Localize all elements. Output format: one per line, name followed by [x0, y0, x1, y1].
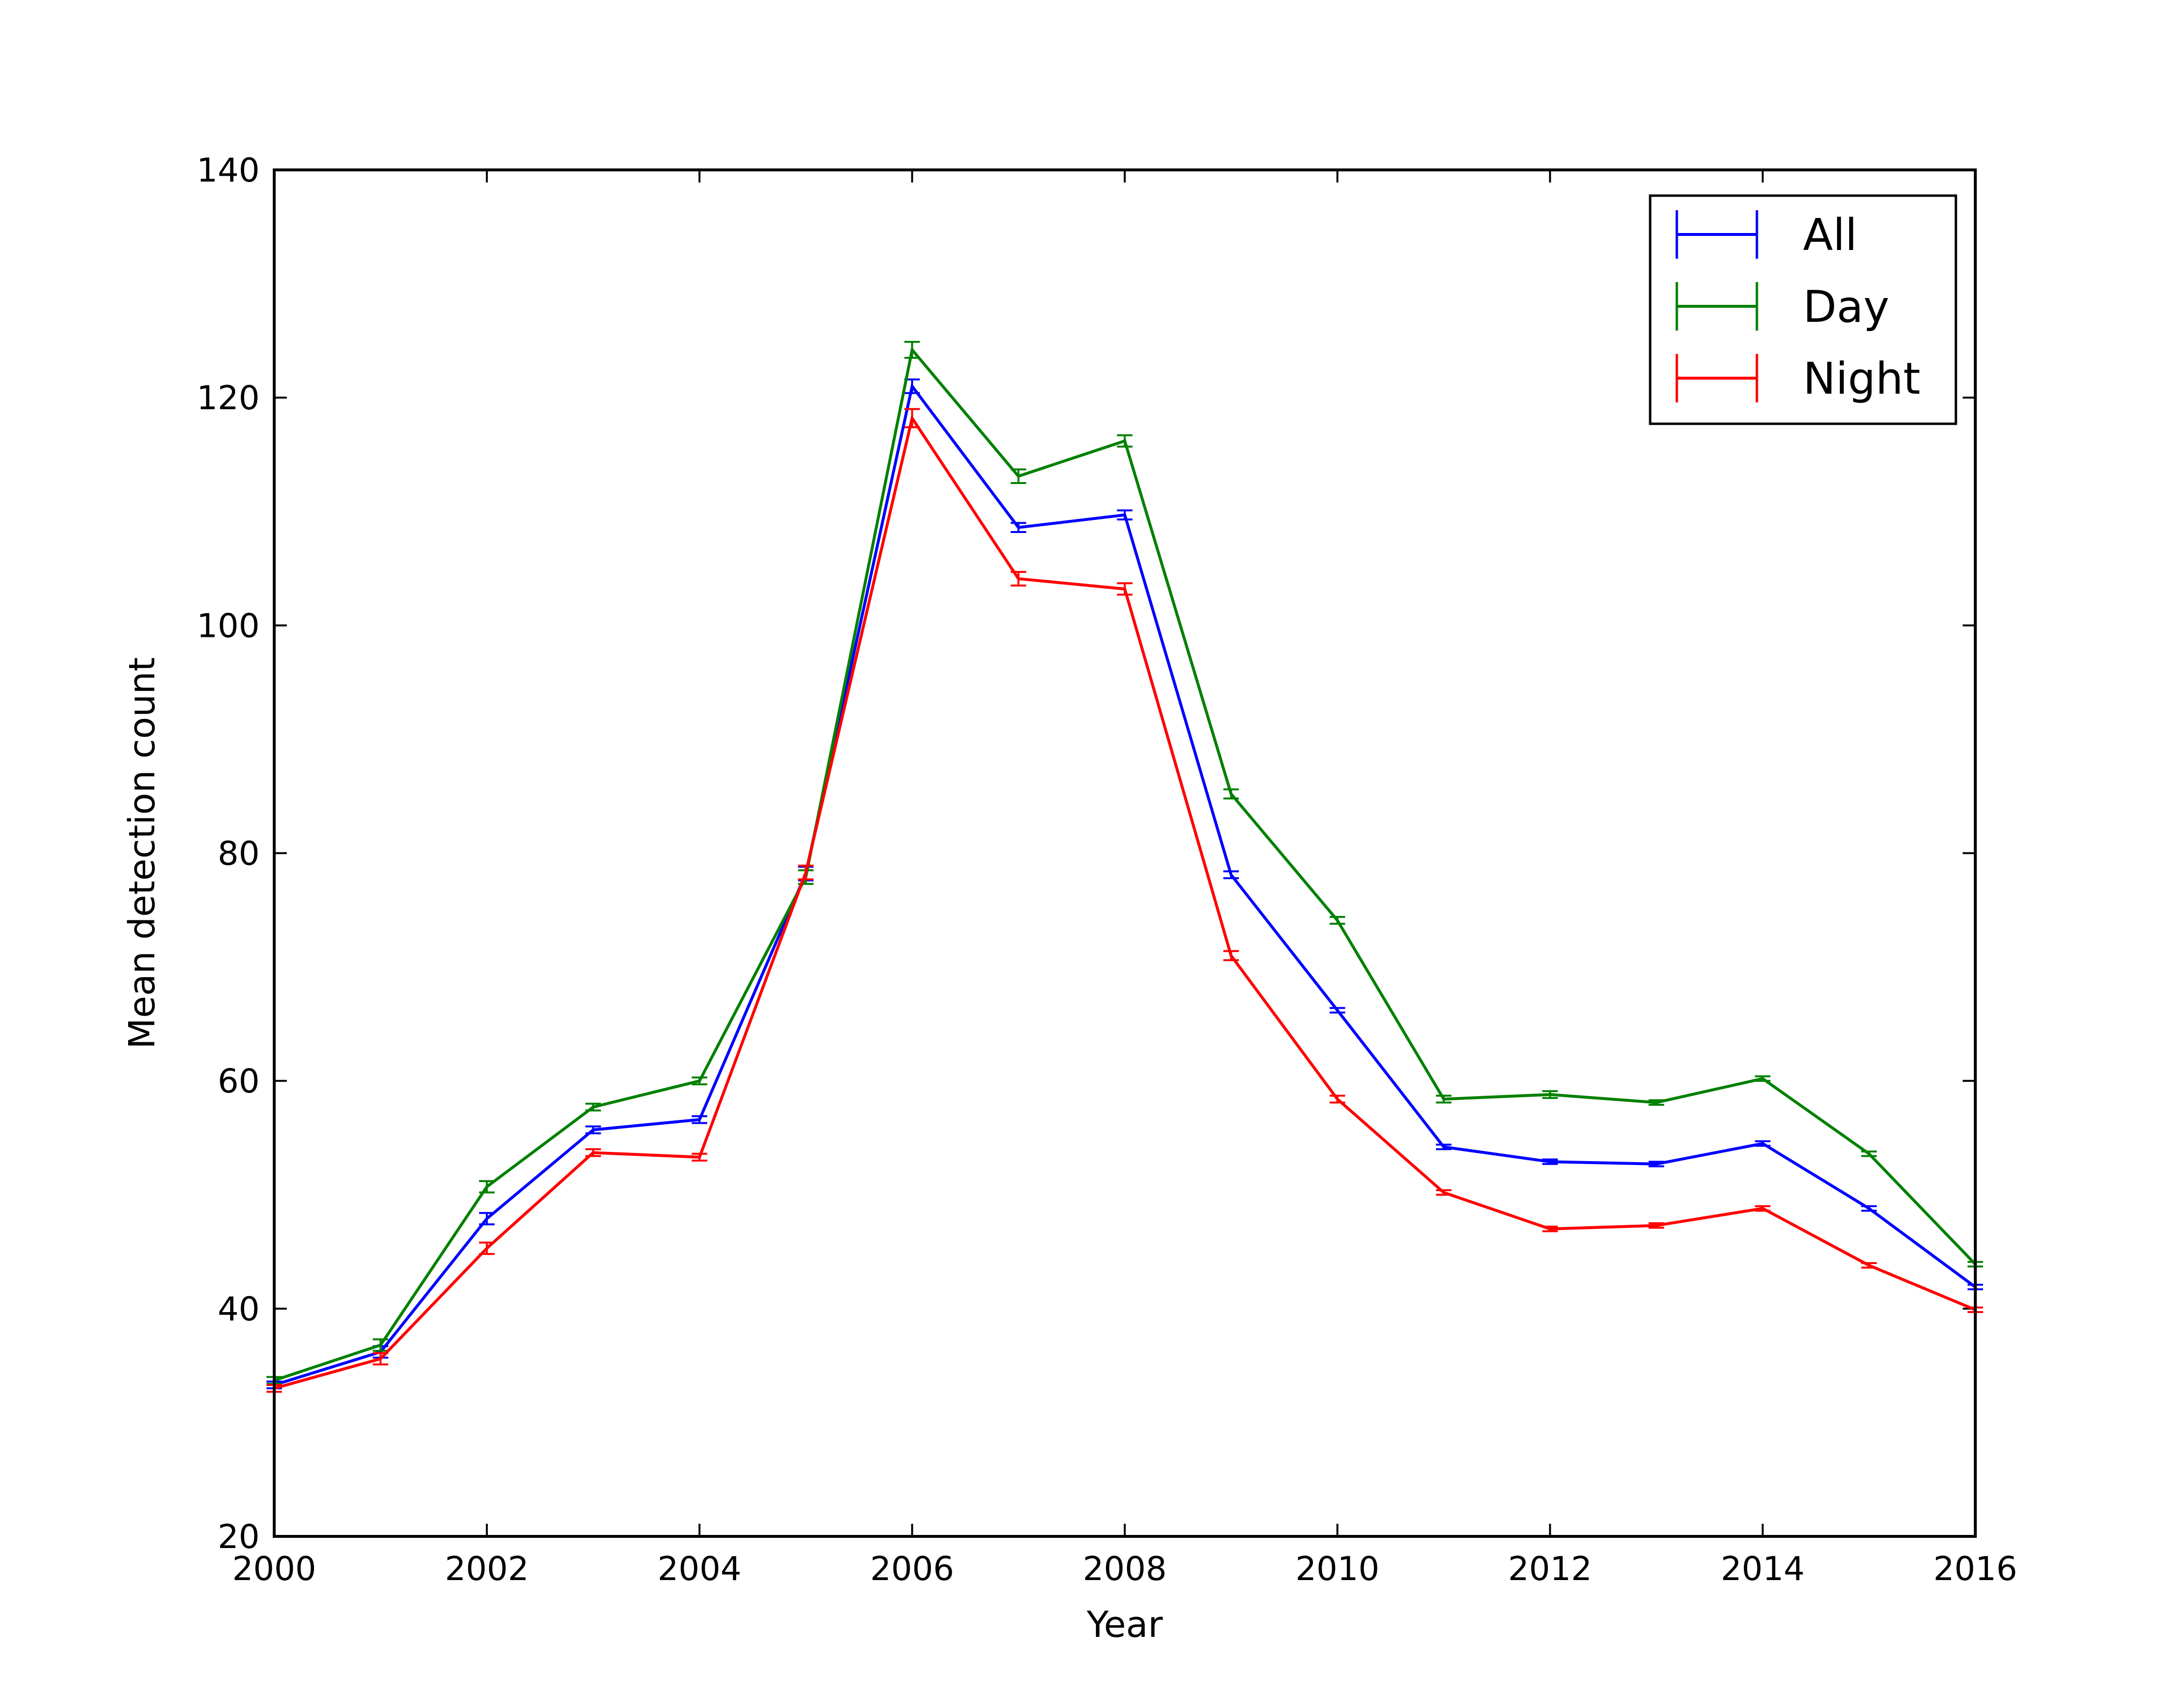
error-bar — [1223, 950, 1239, 962]
y-tick-label: 80 — [217, 835, 260, 873]
x-tick-label: 2014 — [1721, 1550, 1804, 1588]
error-bar — [585, 1125, 601, 1134]
error-bar — [1648, 1222, 1664, 1229]
series-layer — [266, 341, 1983, 1393]
error-bar — [692, 1152, 708, 1162]
legend-item-night: Night — [1675, 353, 1920, 404]
error-bar — [373, 1338, 389, 1352]
legend-item-day: Day — [1675, 282, 1889, 333]
x-tick-label: 2002 — [445, 1550, 529, 1588]
y-tick-label: 40 — [217, 1290, 260, 1329]
y-tick-label: 100 — [197, 607, 260, 645]
y-tick-label: 60 — [217, 1063, 260, 1101]
error-bar — [479, 1212, 495, 1226]
error-bar — [1542, 1158, 1558, 1165]
error-bar — [1117, 434, 1133, 448]
x-tick-label: 2004 — [658, 1550, 742, 1588]
error-bar — [1223, 788, 1239, 800]
error-bar — [1010, 571, 1026, 587]
legend: All Day Night — [1649, 194, 1957, 425]
error-bar — [904, 408, 920, 429]
error-bar — [692, 1115, 708, 1124]
legend-label: Day — [1803, 282, 1889, 333]
error-bar — [479, 1241, 495, 1255]
error-bar — [1436, 1095, 1452, 1104]
x-tick-label: 2016 — [1933, 1550, 2017, 1588]
error-bar — [1010, 522, 1026, 533]
y-tick-label: 120 — [197, 379, 260, 417]
error-bar — [1436, 1189, 1452, 1196]
error-bar — [1861, 1150, 1877, 1157]
series-night — [266, 408, 1983, 1393]
error-bar — [1754, 1140, 1770, 1147]
legend-label: All — [1803, 210, 1857, 261]
error-bar — [904, 341, 920, 359]
error-bar — [1223, 870, 1239, 880]
x-tick-label: 2008 — [1083, 1550, 1167, 1588]
x-tick-label: 2012 — [1508, 1550, 1592, 1588]
error-bar — [1754, 1205, 1770, 1212]
x-axis-label: Year — [1086, 1604, 1163, 1646]
error-bar — [479, 1180, 495, 1194]
error-bar — [373, 1352, 389, 1366]
error-bar — [1117, 582, 1133, 596]
error-bar — [1117, 509, 1133, 521]
y-tick-label: 20 — [217, 1518, 260, 1556]
series-day — [266, 341, 1983, 1385]
error-bar — [1754, 1075, 1770, 1082]
plot-frame — [273, 168, 1977, 1538]
error-bar — [1648, 1099, 1664, 1106]
error-bar — [1436, 1144, 1452, 1150]
error-bar — [1861, 1205, 1877, 1212]
error-bar — [1542, 1090, 1558, 1099]
error-bar — [1010, 468, 1026, 484]
x-tick-label: 2000 — [232, 1550, 316, 1588]
error-bar — [1861, 1262, 1877, 1269]
error-bar — [692, 1076, 708, 1085]
error-bar — [585, 1148, 601, 1157]
y-tick-label: 140 — [197, 151, 260, 190]
error-bar — [1648, 1161, 1664, 1167]
ticks-layer: 2000 2002 2004 2006 2008 2010 2012 2014 2016 20 40… — [197, 151, 2017, 1588]
error-bar — [798, 865, 814, 881]
y-axis-label: Mean detection count — [121, 657, 163, 1049]
error-bar — [1329, 1007, 1345, 1014]
error-bar — [585, 1102, 601, 1112]
legend-label: Night — [1803, 353, 1920, 404]
x-tick-label: 2006 — [870, 1550, 954, 1588]
x-tick-label: 2010 — [1295, 1550, 1379, 1588]
error-bar — [1329, 916, 1345, 925]
legend-item-all: All — [1675, 210, 1857, 261]
error-bar — [1329, 1095, 1345, 1104]
error-bar — [1542, 1225, 1558, 1233]
